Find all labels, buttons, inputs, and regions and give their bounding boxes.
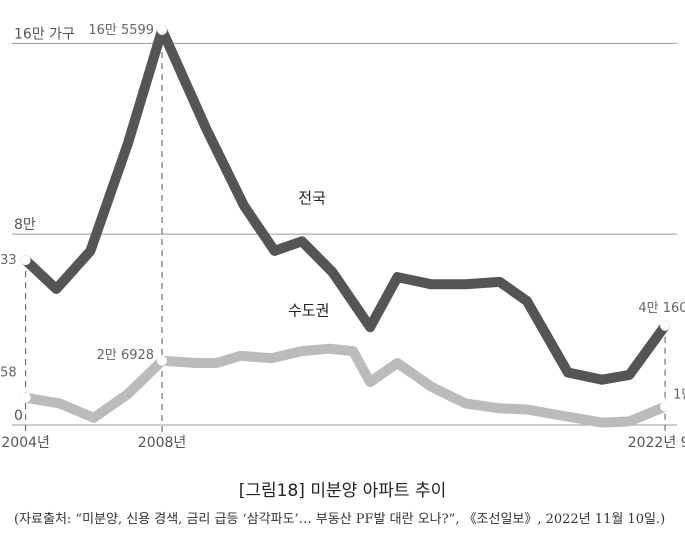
data-label: 4만 1604 xyxy=(638,301,685,316)
highlight-point xyxy=(20,255,31,266)
x-axis-labels: 2004년 2008년 2022년 9월 xyxy=(1,435,685,451)
source-citation: (자료출처: “미분양, 신용 경색, 금리 급등 ‘삼각파도’… 부동산 PF… xyxy=(14,512,666,527)
highlight-point xyxy=(660,320,671,331)
highlight-point xyxy=(660,401,671,412)
y-tick-label: 0 xyxy=(14,408,23,424)
data-label: 1만 7710 xyxy=(673,388,685,403)
highlight-point xyxy=(157,355,168,366)
data-label: 2만 6928 xyxy=(97,348,154,363)
series-line xyxy=(20,25,671,385)
data-label: 16만 5599 xyxy=(88,23,154,38)
data-labels: 6만 9133 16만 5599 4만 1604 1만 1458 2만 6928 1만 7… xyxy=(0,23,685,403)
x-tick-label: 2022년 9월 xyxy=(628,435,685,451)
data-label: 1만 1458 xyxy=(0,366,17,381)
highlight-point xyxy=(20,392,31,403)
highlight-points xyxy=(20,25,671,412)
data-label: 6만 9133 xyxy=(0,253,17,268)
series-label: 수도권 xyxy=(288,301,329,319)
y-tick-label: 16만 가구 xyxy=(14,26,75,42)
series-line xyxy=(20,343,671,428)
highlight-point xyxy=(157,25,168,35)
gridlines xyxy=(12,42,677,426)
y-axis-labels: 0 8만 16만 가구 xyxy=(14,26,75,424)
x-tick-label: 2004년 xyxy=(1,435,50,451)
line-chart: 0 8만 16만 가구 2004년 2008년 2022년 9월 6만 9133 16만 … xyxy=(0,23,685,451)
series-lines xyxy=(20,25,671,428)
y-tick-label: 8만 xyxy=(14,217,36,233)
x-tick-label: 2008년 xyxy=(138,435,187,451)
figure-caption: [그림18] 미분양 아파트 추이 xyxy=(238,481,447,501)
series-label: 전국 xyxy=(298,189,326,207)
